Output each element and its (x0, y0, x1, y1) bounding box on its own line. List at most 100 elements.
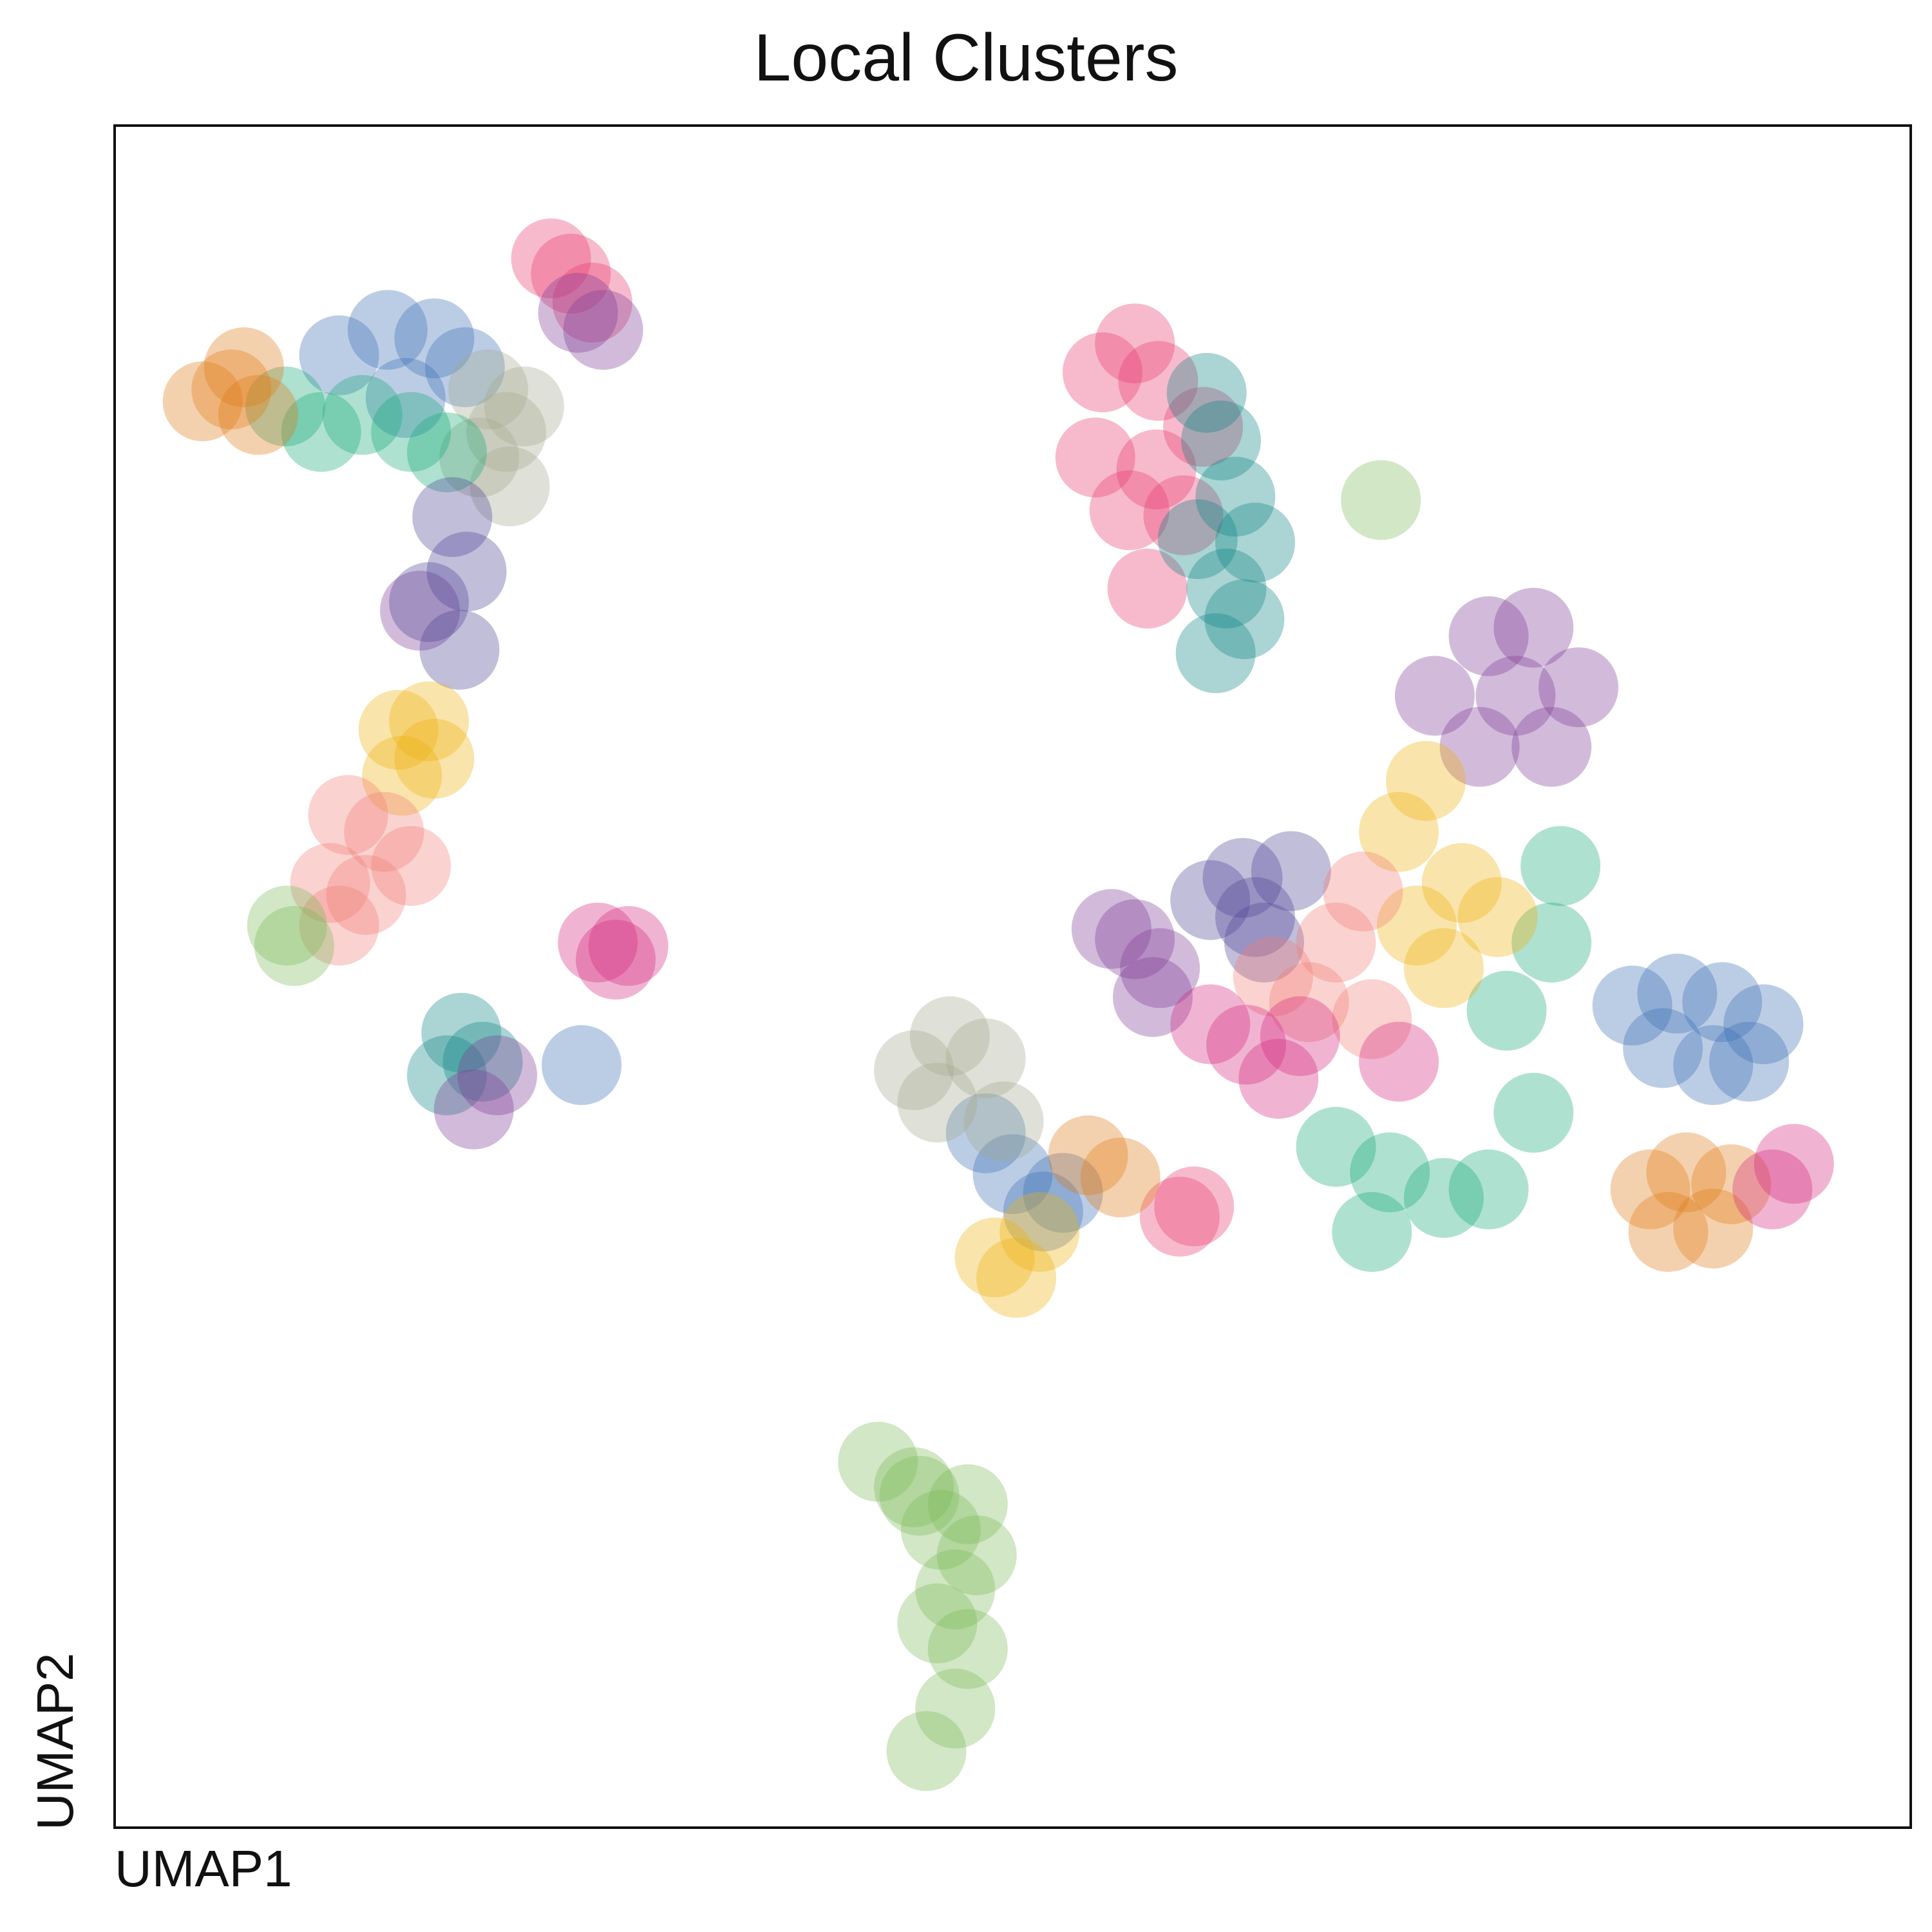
scatter-point-s5-p8 (1673, 1188, 1754, 1269)
scatter-point-s10-p9 (1732, 1149, 1813, 1229)
scatter-point-s3-p4 (469, 446, 550, 527)
scatter-point-s4-p9 (1493, 1072, 1574, 1153)
scatter-point-s8-p2 (362, 735, 442, 816)
y-axis-label: UMAP2 (26, 1653, 84, 1830)
scatter-point-s10-p1 (576, 920, 656, 1000)
scatter-point-s8-p12 (1386, 741, 1466, 821)
scatter-point-s4-p2 (322, 375, 402, 455)
scatter-point-s2-p5 (1003, 1171, 1083, 1252)
scatter-point-s9-p3 (344, 791, 424, 872)
scatter-point-s5-p10 (1048, 1115, 1128, 1195)
scatter-point-s4-p5 (1296, 1106, 1376, 1187)
scatter-point-s0-p10 (1107, 548, 1188, 629)
scatter-point-s7-p5 (1215, 877, 1295, 957)
scatter-point-s9-p6 (1296, 902, 1376, 983)
scatter-point-s7-p8 (1224, 902, 1304, 983)
scatter-point-s9-p0 (308, 775, 388, 855)
scatter-point-s7-p3 (419, 610, 500, 690)
scatter-point-s1-p4 (1186, 548, 1267, 629)
scatter-point-s0-p1 (531, 233, 611, 314)
scatter-point-s2-p9 (1592, 965, 1672, 1046)
scatter-point-s2-p0 (299, 315, 379, 395)
scatter-point-s10-p6 (1260, 996, 1340, 1076)
scatter-point-s3-p5 (874, 1030, 954, 1110)
scatter-point-s1-p6 (1175, 613, 1256, 694)
scatter-point-s0-p0 (511, 218, 591, 299)
scatter-point-s11-p6 (915, 1549, 996, 1629)
scatter-point-s0-p8 (1116, 429, 1197, 509)
scatter-point-s7-p6 (1251, 831, 1331, 911)
scatter-point-s8-p8 (1377, 886, 1457, 966)
scatter-point-s1-p5 (1215, 502, 1295, 583)
scatter-point-s11-p10 (879, 1455, 960, 1536)
scatter-point-s3-p6 (909, 996, 990, 1076)
scatter-point-s2-p15 (1709, 1021, 1789, 1102)
scatter-point-s3-p0 (448, 349, 529, 430)
scatter-point-s3-p9 (963, 1081, 1044, 1162)
scatter-point-s4-p3 (371, 392, 451, 472)
chart-title: Local Clusters (753, 21, 1179, 95)
scatter-point-s8-p9 (1457, 877, 1538, 957)
scatter-point-s11-p7 (927, 1609, 1008, 1689)
scatter-point-s2-p2 (394, 298, 475, 379)
scatter-point-s7-p2 (389, 562, 469, 642)
scatter-point-s11-p5 (900, 1490, 981, 1570)
scatter-point-s0-p11 (1143, 475, 1224, 556)
scatter-point-s2-p3 (424, 327, 505, 408)
scatter-point-s2-p8 (945, 1093, 1026, 1173)
scatter-point-s6-p5 (1095, 899, 1175, 980)
scatter-point-s2-p4 (365, 357, 446, 438)
scatter-point-s1-p2 (1195, 457, 1276, 537)
scatter-point-s6-p3 (433, 1069, 514, 1150)
scatter-point-s6-p4 (457, 1035, 538, 1115)
scatter-point-s4-p8 (1448, 1149, 1529, 1229)
scatter-point-s2-p10 (1637, 953, 1718, 1034)
scatter-point-s10-p5 (1170, 984, 1251, 1065)
scatter-point-s6-p15 (1394, 656, 1475, 736)
scatter-point-s6-p2 (380, 571, 460, 651)
scatter-point-s5-p2 (218, 375, 299, 455)
scatter-point-s8-p4 (954, 1217, 1035, 1298)
scatter-point-s1-p3 (1157, 499, 1238, 580)
scatter-point-s4-p10 (1466, 971, 1547, 1051)
scatter-point-s2-p7 (1023, 1153, 1103, 1233)
scatter-point-s1-p1 (1181, 401, 1261, 480)
scatter-point-s11-p1 (254, 905, 334, 986)
scatter-point-s5-p5 (1646, 1132, 1727, 1213)
scatter-point-s2-p6 (972, 1134, 1053, 1215)
scatter-point-s5-p3 (204, 327, 284, 408)
scatter-point-s0-p9 (1163, 386, 1244, 467)
scatter-point-s6-p0 (538, 272, 618, 353)
scatter-point-s4-p0 (245, 366, 325, 447)
scatter-point-s9-p4 (371, 826, 451, 906)
scatter-point-s7-p1 (426, 531, 507, 612)
scatter-point-s4-p11 (1511, 902, 1592, 983)
scatter-point-s9-p9 (1323, 851, 1403, 932)
scatter-point-s0-p5 (1118, 341, 1198, 421)
scatter-point-s2-p16 (542, 1025, 622, 1105)
scatter-point-s0-p6 (1055, 417, 1135, 498)
scatter-point-s3-p3 (484, 366, 564, 447)
scatter-point-s7-p0 (412, 477, 493, 557)
scatter-point-s0-p3 (1063, 332, 1142, 413)
scatter-point-s9-p5 (299, 886, 379, 966)
scatter-point-s6-p6 (1120, 928, 1200, 1009)
scatter-point-s5-p7 (1628, 1192, 1709, 1272)
scatter-point-s8-p6 (976, 1238, 1057, 1318)
x-axis-label: UMAP1 (115, 1840, 292, 1897)
scatter-point-s4-p12 (1520, 826, 1601, 906)
scatter-point-s11-p0 (247, 886, 327, 966)
scatter-point-s1-p9 (442, 1021, 523, 1102)
scatter-point-s9-p2 (326, 855, 406, 935)
scatter-point-s6-p10 (1493, 587, 1574, 668)
scatter-point-s8-p11 (1359, 791, 1439, 872)
scatter-point-s9-p1 (290, 843, 370, 923)
scatter-point-s11-p9 (886, 1711, 967, 1792)
scatter-point-s10-p3 (1206, 1005, 1287, 1085)
scatter-point-s8-p1 (389, 681, 469, 761)
scatter-point-s9-p8 (1332, 979, 1412, 1059)
scatter-point-s8-p10 (1403, 928, 1484, 1009)
scatter-point-s5-p6 (1691, 1144, 1772, 1224)
scatter-point-s10-p2 (588, 905, 668, 986)
